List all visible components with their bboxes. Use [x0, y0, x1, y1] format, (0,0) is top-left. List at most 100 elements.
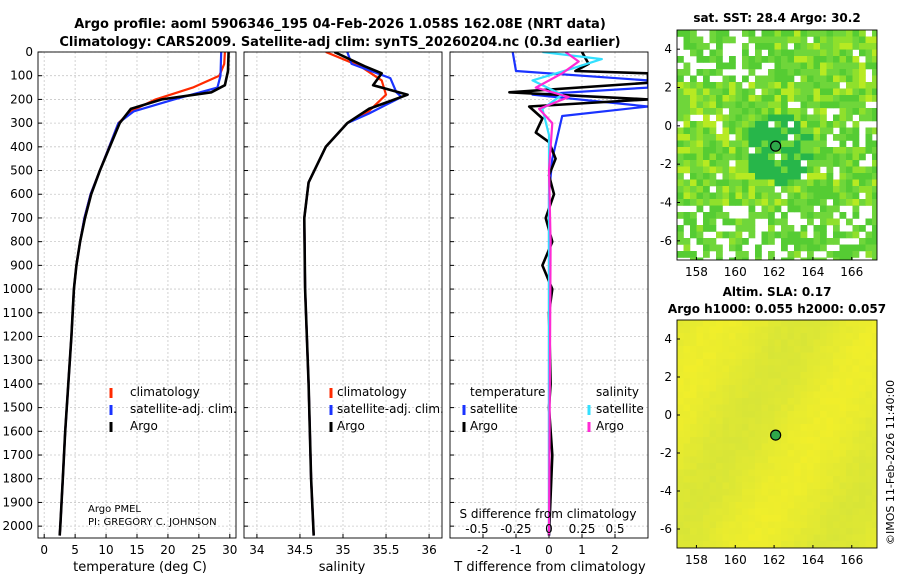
- sst-map-cell: [872, 30, 877, 37]
- sla-map-cell: [729, 482, 736, 490]
- sla-map-cell: [839, 391, 847, 399]
- sst-map-cell: [690, 160, 697, 167]
- sst-map-cell: [852, 179, 860, 187]
- sla-map-cell: [761, 450, 769, 457]
- sst-map-cell: [696, 36, 704, 44]
- sst-map-cell: [709, 166, 717, 174]
- sla-map-cell: [800, 404, 808, 412]
- sla-map-cell: [722, 385, 730, 392]
- temperature-xlabel: temperature (deg C): [73, 560, 207, 575]
- sla-map-cell: [839, 378, 847, 386]
- temperature-xtick-label: 25: [191, 543, 206, 557]
- depth-tick-label: 600: [10, 187, 33, 201]
- depth-tick-label: 900: [10, 258, 33, 272]
- sla-map-cell: [755, 515, 762, 522]
- sla-map-cell: [852, 489, 860, 496]
- sst-map-cell: [748, 127, 756, 135]
- sla-map-cell: [742, 469, 749, 477]
- sst-map-cell: [872, 108, 877, 115]
- sst-map-cell: [677, 101, 684, 109]
- sst-map-cell: [813, 49, 821, 57]
- sla-map-cell: [735, 528, 743, 535]
- sla-map-cell: [722, 346, 730, 353]
- sla-map-cell: [872, 534, 877, 542]
- sla-map-cell: [696, 417, 704, 425]
- sst-map-cell: [696, 95, 704, 102]
- sst-map-cell: [735, 101, 743, 109]
- sla-map-cell: [800, 391, 808, 399]
- sst-map-cell: [690, 30, 697, 37]
- sla-map-cell: [729, 521, 736, 529]
- sla-map-cell: [865, 430, 873, 438]
- sla-map-cell: [807, 508, 814, 516]
- sst-map-cell: [852, 225, 860, 232]
- sst-map-cell: [742, 95, 749, 102]
- sst-map-cell: [872, 114, 877, 122]
- sst-map-cell: [813, 160, 821, 167]
- sla-map-cell: [826, 534, 834, 542]
- sla-map-cell: [781, 339, 788, 347]
- sla-map-cell: [813, 404, 821, 412]
- sla-map-cell: [839, 541, 847, 548]
- sla-map-cell: [709, 430, 717, 438]
- sla-map-cell: [800, 450, 808, 457]
- sst-map-cell: [787, 251, 795, 258]
- sst-map-cell: [794, 69, 801, 76]
- sst-map-cell: [761, 43, 769, 50]
- sst-map-cell: [807, 153, 814, 161]
- sst-map-cell: [865, 218, 873, 226]
- sla-map-cell: [846, 541, 853, 548]
- sla-map-cell: [865, 372, 873, 379]
- sst-map-cell: [742, 192, 749, 200]
- sst-map-cell: [859, 166, 866, 174]
- sst-map-cell: [807, 88, 814, 96]
- sst-map-cell: [768, 205, 775, 213]
- sst-map-cell: [774, 114, 782, 122]
- sla-map-cell: [781, 469, 788, 477]
- sla-map-cell: [872, 378, 877, 386]
- sla-map-xtick-label: 162: [763, 553, 786, 567]
- sst-map-cell: [683, 238, 691, 245]
- sla-map-cell: [761, 333, 769, 340]
- sst-map-cell: [709, 30, 717, 37]
- sst-map-cell: [755, 140, 762, 148]
- depth-tick-label: 1800: [2, 472, 33, 486]
- sst-map-cell: [787, 238, 795, 245]
- sst-map-cell: [852, 160, 860, 167]
- sst-map-cell: [761, 153, 769, 161]
- sla-map-cell: [781, 482, 788, 490]
- sla-map-cell: [794, 333, 801, 340]
- sst-map-cell: [833, 199, 840, 206]
- depth-tick-label: 1200: [2, 329, 33, 343]
- sst-map-cell: [813, 127, 821, 135]
- sla-map-cell: [781, 346, 788, 353]
- sla-map-cell: [852, 508, 860, 516]
- diff-legend-salinity-argo: Argo: [596, 419, 624, 433]
- sla-map-cell: [794, 502, 801, 509]
- sst-map-cell: [839, 244, 847, 252]
- sla-map-cell: [768, 417, 775, 425]
- sla-map-cell: [859, 352, 866, 360]
- difference-series-1: [508, 52, 648, 536]
- sla-map-cell: [748, 508, 756, 516]
- sst-map-cell: [690, 121, 697, 128]
- sst-map-cell: [742, 179, 749, 187]
- sst-map-cell: [859, 173, 866, 180]
- sla-map-cell: [859, 391, 866, 399]
- sla-map-cell: [735, 385, 743, 392]
- sla-map-cell: [839, 359, 847, 366]
- sla-map-cell: [794, 352, 801, 360]
- sla-map-cell: [800, 476, 808, 483]
- sst-map-cell: [742, 134, 749, 141]
- sla-map-cell: [677, 508, 684, 516]
- sst-map-cell: [839, 75, 847, 83]
- sla-map-cell: [748, 320, 756, 327]
- sla-map-cell: [755, 482, 762, 490]
- sla-map-cell: [748, 482, 756, 490]
- sla-map-cell: [807, 495, 814, 503]
- sst-map-cell: [852, 75, 860, 83]
- sla-map-cell: [742, 320, 749, 327]
- sst-map-cell: [703, 88, 710, 96]
- sst-map-cell: [839, 179, 847, 187]
- sst-map-cell: [729, 101, 736, 109]
